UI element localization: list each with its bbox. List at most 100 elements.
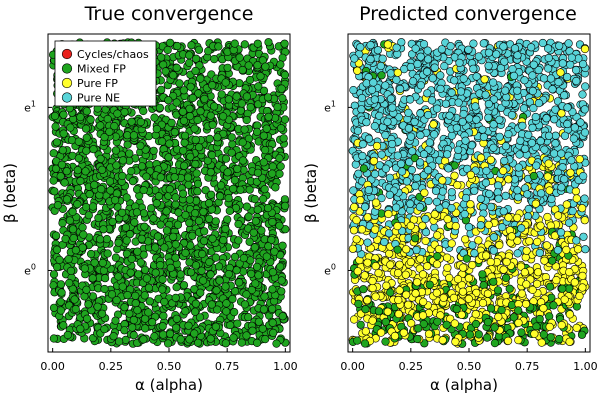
data-point [97,185,106,194]
data-point [352,235,361,244]
data-point [579,172,588,181]
legend-marker [61,92,73,103]
data-point [421,228,431,237]
data-point [237,338,246,347]
data-point [76,112,85,122]
data-point [513,213,522,222]
data-point [579,232,588,241]
data-point [105,127,114,136]
data-point [117,208,127,217]
data-point [443,215,452,224]
data-point [74,154,83,163]
data-point [261,335,270,344]
data-point [495,132,504,141]
data-point [236,185,245,194]
data-point [216,192,225,201]
data-point [201,186,210,195]
data-point [504,213,513,222]
data-point [281,201,290,210]
data-point [423,89,432,98]
data-point [433,104,442,113]
data-point [195,313,205,322]
legend-marker [61,63,73,74]
legend-label: Pure NE [77,92,120,105]
data-point [200,236,209,245]
data-point [150,113,159,122]
data-point [416,81,426,90]
data-point [188,231,197,240]
data-point [197,266,206,275]
data-point [440,61,449,71]
data-point [447,188,456,197]
data-point [136,258,145,267]
data-point [257,226,266,235]
data-point [447,204,456,213]
data-point [112,296,121,305]
data-point [144,283,153,292]
data-point [513,51,522,60]
data-point [208,120,217,129]
data-point [499,166,508,175]
data-point [222,299,231,308]
data-point [277,124,286,133]
data-point [250,195,259,204]
data-point [217,181,226,190]
data-point [179,189,188,198]
data-point [394,295,403,305]
data-point [543,212,552,222]
data-point [263,203,273,213]
data-point [190,329,199,338]
legend-label: Mixed FP [77,63,126,76]
data-point [349,226,359,235]
data-point [200,227,209,236]
data-point [190,124,199,133]
data-point [273,102,282,112]
data-point [71,246,80,255]
data-point [381,131,390,140]
data-point [66,123,75,132]
data-point [490,339,500,348]
data-point [100,274,110,283]
data-point [126,268,135,277]
data-point [118,171,127,181]
data-point [248,326,257,335]
data-point [185,335,194,344]
data-point [253,205,262,214]
data-point [540,256,549,265]
data-point [454,98,463,107]
data-point [204,199,214,208]
data-point [81,167,90,176]
data-point [82,146,91,155]
data-point [76,324,85,333]
data-point [409,77,418,86]
data-point [418,221,427,230]
data-point [181,248,190,257]
data-point [137,234,146,243]
data-point [68,207,77,216]
data-point [261,146,270,155]
chart-title: True convergence [84,3,254,25]
data-point [233,164,242,173]
data-point [564,39,573,48]
data-point [187,41,196,50]
data-point [96,121,105,130]
data-point [567,156,576,165]
data-point [233,319,242,328]
legend-label: Cycles/chaos [77,48,149,61]
data-point [141,314,150,323]
data-point [429,120,438,129]
data-point [166,38,175,47]
data-point [73,166,82,175]
data-point [268,268,278,277]
data-point [120,326,129,335]
data-point [52,138,62,147]
data-point [554,77,563,87]
data-point [224,270,233,279]
data-point [89,145,98,154]
data-point [205,258,214,267]
data-point [507,110,517,120]
data-point [261,62,270,71]
data-point [191,261,201,270]
data-point [238,138,247,147]
data-point [430,130,439,139]
